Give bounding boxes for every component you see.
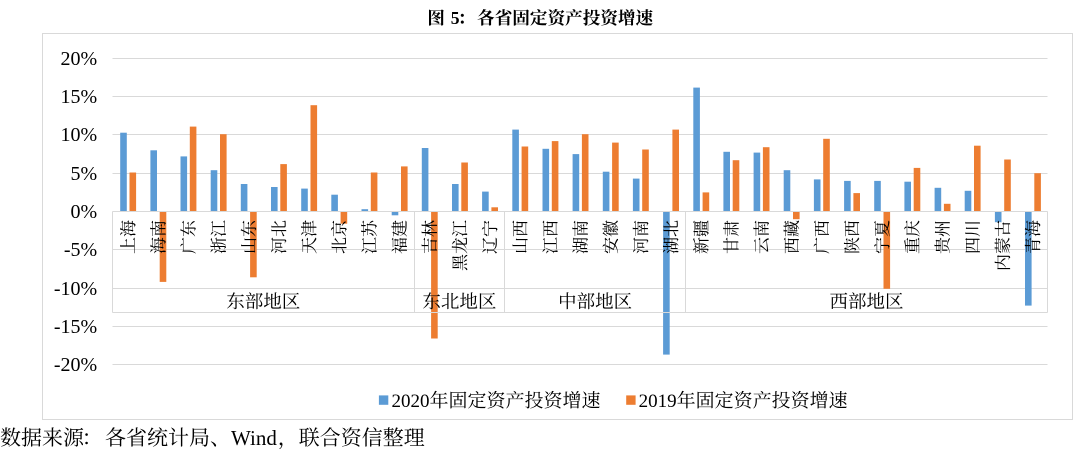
svg-text:-15%: -15%: [54, 316, 97, 338]
svg-text:5%: 5%: [71, 163, 98, 185]
svg-text:2020: 2020: [392, 391, 430, 412]
svg-text:2019: 2019: [639, 391, 677, 412]
svg-text:-20%: -20%: [54, 354, 97, 376]
svg-text:5: 5: [451, 8, 460, 28]
svg-text:-10%: -10%: [54, 278, 97, 300]
svg-text:10%: 10%: [61, 124, 98, 146]
svg-text:Wind: Wind: [231, 426, 277, 450]
svg-text:15%: 15%: [61, 86, 98, 108]
svg-text:20%: 20%: [61, 48, 98, 70]
svg-text:-5%: -5%: [64, 239, 97, 261]
svg-text:0%: 0%: [71, 201, 98, 223]
